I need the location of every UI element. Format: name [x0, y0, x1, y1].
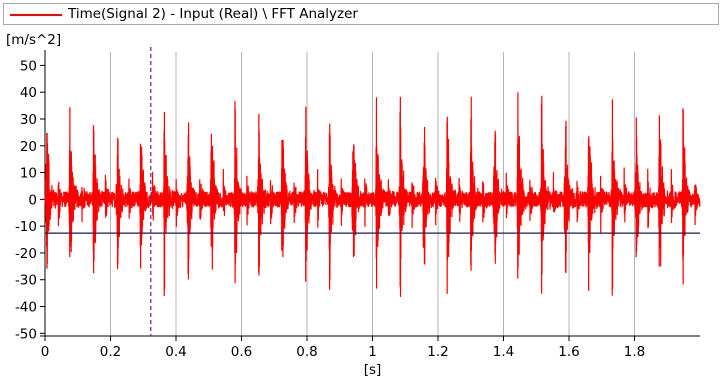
- y-tick-label-8: -30: [15, 273, 37, 289]
- x-tick-label-4: 0.8: [296, 344, 317, 360]
- legend-label: Time(Signal 2) - Input (Real) \ FFT Anal…: [68, 6, 358, 22]
- x-tick-label-2: 0.4: [165, 344, 186, 360]
- y-tick-label-10: -50: [15, 326, 37, 342]
- legend: Time(Signal 2) - Input (Real) \ FFT Anal…: [3, 3, 719, 25]
- x-tick-label-7: 1.4: [493, 344, 514, 360]
- x-tick-label-5: 1: [368, 344, 377, 360]
- y-axis-unit-label: [m/s^2]: [6, 32, 62, 48]
- y-tick-label-1: 40: [20, 85, 37, 101]
- x-tick-label-6: 1.2: [427, 344, 448, 360]
- y-tick-label-6: -10: [15, 219, 37, 235]
- y-tick-label-4: 10: [20, 166, 37, 182]
- y-tick-label-5: 0: [28, 192, 37, 208]
- legend-swatch: [10, 14, 62, 16]
- x-tick-label-3: 0.6: [231, 344, 252, 360]
- signal-series-line: [44, 92, 701, 297]
- y-tick-label-0: 50: [20, 58, 37, 74]
- x-tick-label-1: 0.2: [100, 344, 121, 360]
- x-tick-label-8: 1.6: [558, 344, 579, 360]
- x-tick-label-9: 1.8: [624, 344, 645, 360]
- x-axis-title: [s]: [364, 362, 382, 378]
- y-tick-label-2: 30: [20, 112, 37, 128]
- y-tick-label-7: -20: [15, 246, 37, 262]
- y-tick-label-9: -40: [15, 300, 37, 316]
- y-tick-label-3: 20: [20, 139, 37, 155]
- x-tick-label-0: 0: [41, 344, 50, 360]
